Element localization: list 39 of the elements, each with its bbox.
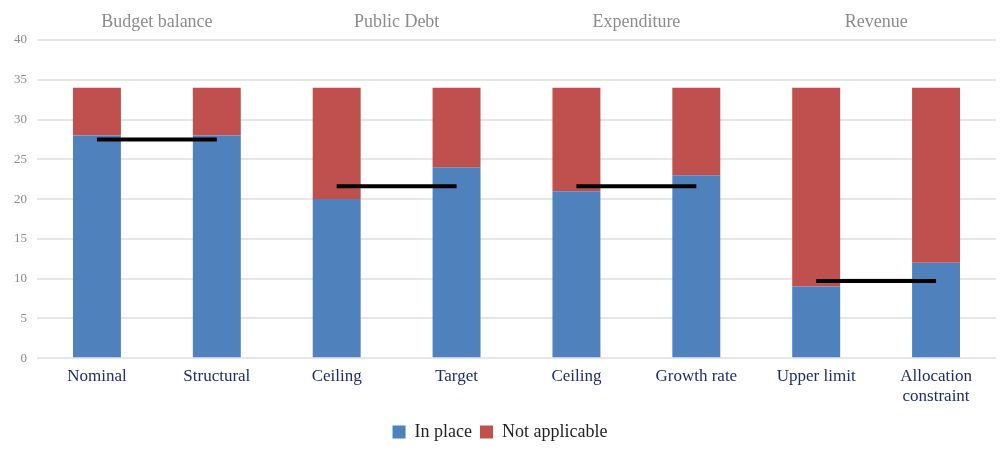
y-tick-label: 10 [14, 270, 27, 286]
y-tick-label: 0 [20, 349, 27, 365]
y-tick-label: 30 [14, 110, 27, 126]
x-tick-label: Nominal [67, 365, 127, 385]
bar [912, 87, 961, 263]
x-tick-label: Structural [183, 365, 251, 385]
x-tick-label: Allocation constraint [900, 365, 973, 406]
text: Budget balance [101, 10, 213, 31]
bar [432, 167, 481, 358]
bar [432, 87, 481, 168]
x-tick-label: Ceiling [551, 365, 602, 385]
y-tick-label: 35 [14, 71, 27, 87]
bar [72, 87, 121, 136]
bar [72, 135, 121, 358]
y-tick-label: 20 [14, 190, 27, 206]
bar [672, 175, 721, 358]
text: Public Debt [353, 10, 440, 31]
bar [672, 87, 721, 176]
legend-label: In place [414, 420, 473, 441]
bar [792, 286, 841, 358]
text: Expenditure [592, 10, 681, 31]
bar [912, 262, 961, 358]
y-tick-label: 25 [14, 150, 27, 166]
y-tick-label: 5 [20, 309, 27, 325]
bar [192, 87, 241, 136]
bar [552, 191, 601, 358]
bar [192, 135, 241, 358]
bar [552, 87, 601, 192]
bar [312, 87, 361, 200]
x-tick-label: Target [435, 365, 479, 385]
y-tick-label: 15 [14, 230, 27, 246]
x-tick-label: Upper limit [776, 365, 856, 385]
x-tick-label: Ceiling [311, 365, 363, 385]
y-tick-label: 40 [14, 31, 27, 47]
x-tick-label: Growth rate [655, 365, 738, 385]
bar [792, 87, 841, 287]
bar [312, 199, 361, 358]
legend-label: Not applicable [502, 420, 608, 441]
text: Revenue [844, 10, 908, 31]
